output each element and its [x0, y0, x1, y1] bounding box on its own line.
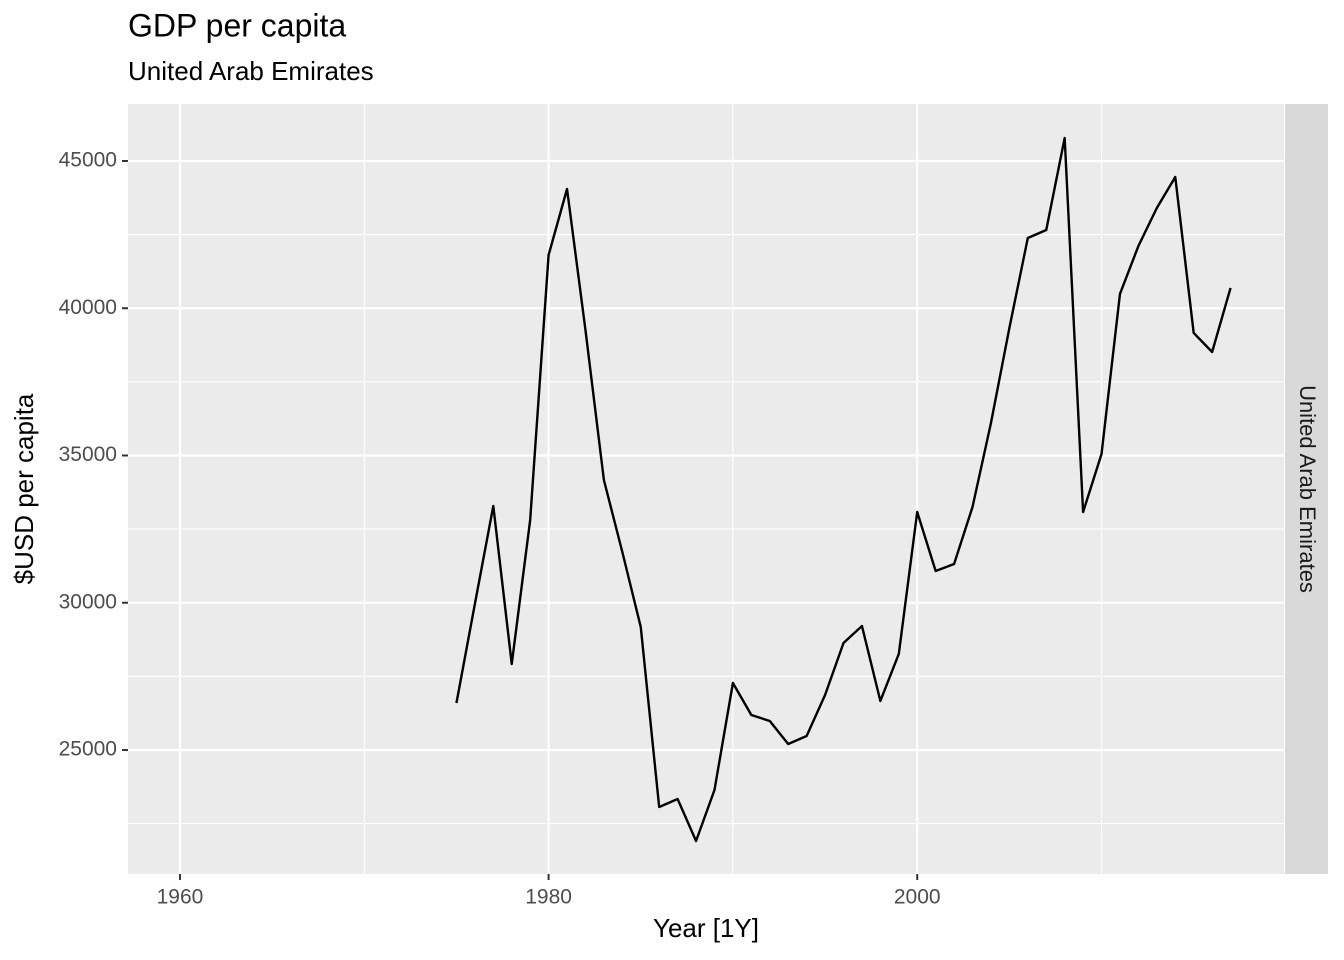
- x-tick-label: 1980: [525, 886, 572, 909]
- chart-subtitle: United Arab Emirates: [128, 56, 374, 86]
- y-tick-label: 45000: [59, 149, 117, 172]
- y-tick-label: 25000: [59, 738, 117, 761]
- panel: [128, 104, 1284, 874]
- facet-strip: [1285, 104, 1328, 874]
- y-tick-label: 40000: [59, 296, 117, 319]
- x-tick-label: 1960: [157, 886, 204, 909]
- y-axis-title: $USD per capita: [9, 393, 39, 584]
- x-tick-label: 2000: [894, 886, 941, 909]
- y-tick-label: 35000: [59, 443, 117, 466]
- y-tick-label: 30000: [59, 590, 117, 613]
- x-axis-title: Year [1Y]: [653, 913, 759, 943]
- facet-label: United Arab Emirates: [1295, 385, 1320, 593]
- chart-title: GDP per capita: [128, 7, 346, 43]
- data-line: [455, 136, 1232, 843]
